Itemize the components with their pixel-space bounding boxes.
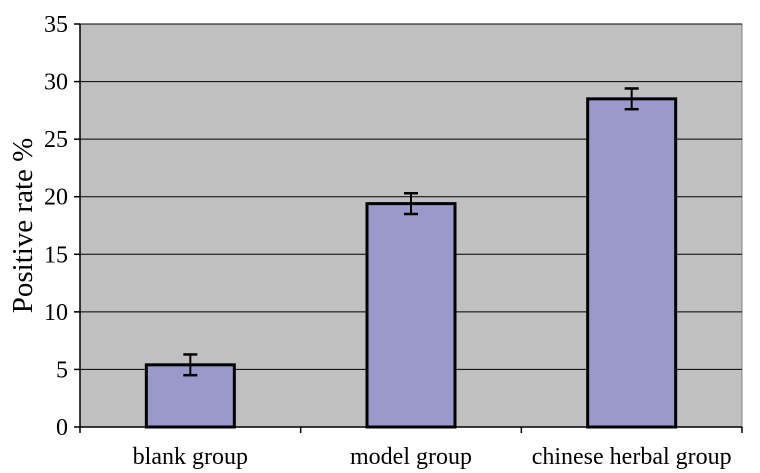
x-tick-label: blank group: [133, 444, 248, 470]
y-tick-label: 0: [56, 415, 68, 441]
axes: [74, 23, 743, 433]
y-tick-label: 15: [44, 242, 68, 268]
bar: [365, 202, 457, 429]
x-tick-label: model group: [350, 444, 472, 470]
y-tick-label: 5: [56, 357, 68, 383]
y-axis-title: Positive rate %: [7, 138, 39, 314]
y-tick-labels: 0 5 10 15 20 25 30 35: [44, 12, 68, 441]
y-tick-label: 10: [44, 300, 68, 326]
y-tick-label: 35: [44, 12, 68, 38]
bar: [586, 97, 678, 429]
y-tick-label: 20: [44, 185, 68, 211]
x-tick-label: chinese herbal group: [532, 444, 732, 470]
y-tick-label: 30: [44, 70, 68, 96]
y-tick-label: 25: [44, 127, 68, 153]
x-tick-labels: blank group model group chinese herbal gro…: [133, 444, 732, 470]
error-bars: [183, 87, 639, 377]
